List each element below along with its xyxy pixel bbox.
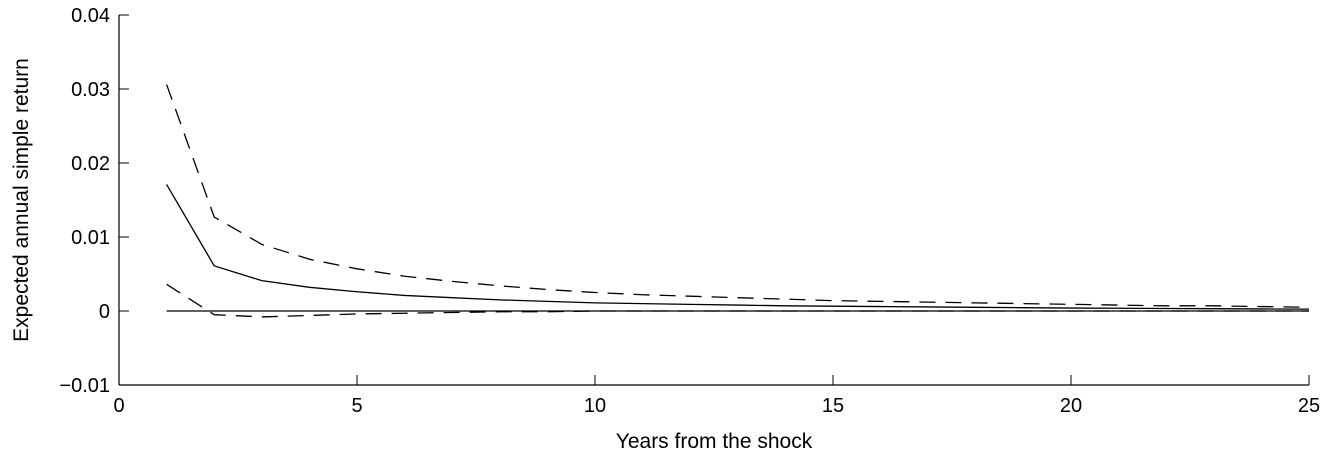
x-tick-label: 25 <box>1298 395 1320 417</box>
y-axis-label: Expected annual simple return <box>10 58 33 342</box>
x-axis-label: Years from the shock <box>616 430 813 453</box>
y-tick-label: 0.02 <box>71 153 110 175</box>
x-tick-label: 20 <box>1060 395 1082 417</box>
y-tick-label: 0 <box>99 301 110 323</box>
series-line-dashed-2 <box>166 283 1309 318</box>
series-line-solid <box>166 184 1310 310</box>
x-tick-label: 10 <box>584 395 606 417</box>
series-line-dashed-1 <box>165 84 1310 308</box>
y-tick-label: 0.01 <box>71 227 110 249</box>
x-tick-label: 5 <box>351 395 362 417</box>
y-tick-label: 0.04 <box>71 5 110 27</box>
plot-area <box>165 84 1310 318</box>
y-tick-label: 0.03 <box>71 79 110 101</box>
x-tick-label: 15 <box>822 395 844 417</box>
y-tick-label: −0.01 <box>59 375 110 397</box>
x-tick-label: 0 <box>113 395 124 417</box>
